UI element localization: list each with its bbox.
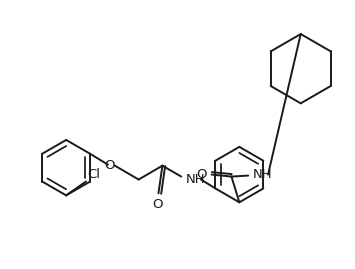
Text: NH: NH [186,173,206,186]
Text: O: O [196,168,207,181]
Text: O: O [105,159,115,172]
Text: NH: NH [253,168,273,181]
Text: O: O [152,198,163,211]
Text: Cl: Cl [87,168,100,180]
